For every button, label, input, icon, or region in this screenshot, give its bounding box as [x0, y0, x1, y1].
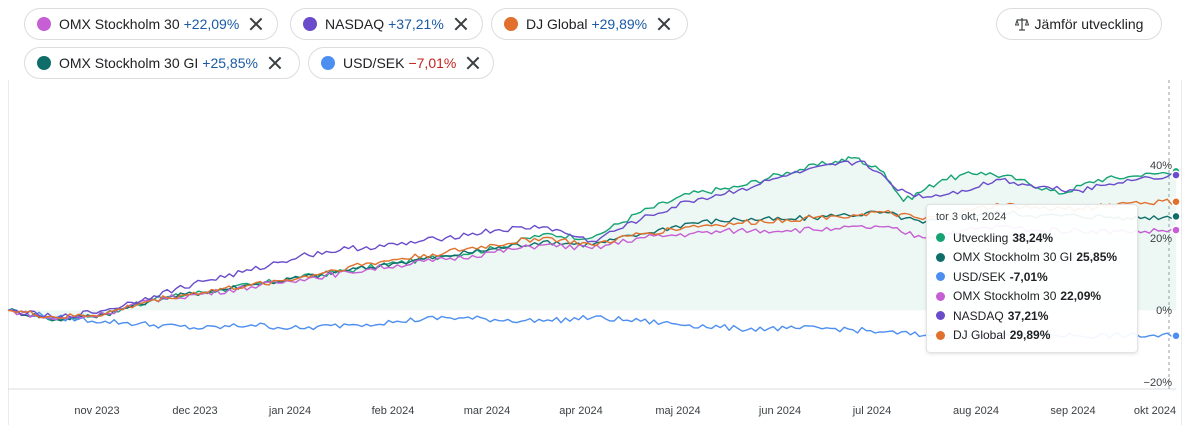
chip-nasdaq[interactable]: NASDAQ +37,21% [290, 8, 483, 40]
series-color-dot [504, 17, 518, 31]
chip-change: +22,09% [183, 16, 240, 32]
close-icon[interactable] [247, 15, 265, 33]
x-tick-label: jun 2024 [758, 405, 802, 417]
series-chip-bar: OMX Stockholm 30 +22,09% NASDAQ +37,21% … [0, 0, 1182, 80]
series-color-dot [936, 233, 945, 243]
chip-omx-stockholm-30[interactable]: OMX Stockholm 30 +22,09% [24, 8, 278, 40]
chip-name: DJ Global [526, 16, 588, 32]
tooltip-value: 29,89% [1009, 328, 1051, 343]
chip-usd-sek[interactable]: USD/SEK −7,01% [308, 47, 494, 79]
chart-tooltip: tor 3 okt, 2024 Utveckling 38,24% OMX Sto… [926, 204, 1138, 353]
tooltip-value: 37,21% [1007, 308, 1049, 323]
x-tick-label: mar 2024 [463, 405, 511, 417]
tooltip-value: -7,01% [1009, 269, 1048, 284]
series-line-nasdaq[interactable] [7, 160, 1177, 319]
tooltip-value: 38,24% [1012, 230, 1054, 245]
series-color-dot [936, 330, 945, 340]
close-icon[interactable] [655, 15, 673, 33]
series-color-dot [936, 272, 945, 282]
tooltip-value: 22,09% [1060, 289, 1102, 304]
close-icon[interactable] [266, 54, 284, 72]
y-tick-label: 0% [1156, 305, 1172, 317]
series-endpoint-marker [1171, 196, 1181, 207]
chip-dj-global[interactable]: DJ Global +29,89% [491, 8, 688, 40]
tooltip-label: USD/SEK [953, 269, 1006, 284]
chip-change: +25,85% [202, 55, 258, 71]
x-tick-label: nov 2023 [74, 405, 120, 417]
x-tick-label: aug 2024 [953, 405, 999, 417]
y-tick-label: 20% [1149, 233, 1172, 245]
chart-plot-area[interactable] [0, 80, 1182, 425]
chip-omx-stockholm-30-gi[interactable]: OMX Stockholm 30 GI +25,85% [24, 47, 300, 79]
chip-change: +29,89% [591, 16, 648, 32]
chip-name: OMX Stockholm 30 GI [59, 55, 199, 71]
chip-change: −7,01% [408, 55, 457, 71]
tooltip-row: NASDAQ 37,21% [936, 306, 1128, 326]
series-endpoint-marker [1171, 170, 1181, 180]
tooltip-label: NASDAQ [953, 308, 1004, 323]
tooltip-label: DJ Global [953, 328, 1006, 343]
y-tick-label: −20% [1143, 377, 1172, 389]
x-tick-label: feb 2024 [371, 405, 415, 417]
compare-button-label: Jämför utveckling [1034, 16, 1144, 32]
series-color-dot [303, 17, 317, 31]
tooltip-label: OMX Stockholm 30 GI [953, 250, 1073, 265]
series-endpoint-marker [1171, 331, 1181, 341]
series-endpoint-marker [1171, 211, 1181, 222]
series-color-dot [37, 17, 51, 31]
chip-name: USD/SEK [343, 55, 405, 71]
tooltip-row: Utveckling 38,24% [936, 228, 1128, 248]
series-color-dot [936, 291, 945, 301]
chip-name: OMX Stockholm 30 [59, 16, 180, 32]
x-tick-label: maj 2024 [655, 405, 701, 417]
y-tick-label: 40% [1149, 160, 1172, 172]
compare-performance-button[interactable]: Jämför utveckling [996, 8, 1162, 40]
x-tick-label: apr 2024 [559, 405, 603, 417]
x-tick-label: okt 2024 [1133, 405, 1177, 417]
x-tick-label: dec 2023 [172, 405, 218, 417]
tooltip-label: Utveckling [953, 230, 1009, 245]
tooltip-row: DJ Global 29,89% [936, 326, 1128, 346]
x-tick-label: sep 2024 [1050, 405, 1096, 417]
tooltip-label: OMX Stockholm 30 [953, 289, 1057, 304]
series-color-dot [37, 56, 51, 70]
x-tick-label: jul 2024 [852, 405, 892, 417]
tooltip-value: 25,85% [1076, 250, 1118, 265]
scale-icon [1014, 18, 1029, 31]
tooltip-row: USD/SEK -7,01% [936, 267, 1128, 287]
series-endpoint-marker [1171, 225, 1181, 235]
tooltip-row: OMX Stockholm 30 22,09% [936, 287, 1128, 307]
performance-chart[interactable]: 40% 20% 0% −20% nov 2023 dec 2023 jan 20… [0, 80, 1182, 425]
chip-name: NASDAQ [325, 16, 385, 32]
close-icon[interactable] [452, 15, 470, 33]
series-color-dot [936, 252, 945, 262]
tooltip-row: OMX Stockholm 30 GI 25,85% [936, 248, 1128, 268]
chip-change: +37,21% [388, 16, 444, 32]
close-icon[interactable] [464, 54, 482, 72]
x-tick-label: jan 2024 [268, 405, 312, 417]
series-color-dot [321, 56, 335, 70]
series-color-dot [936, 311, 945, 321]
tooltip-date: tor 3 okt, 2024 [936, 211, 1007, 223]
